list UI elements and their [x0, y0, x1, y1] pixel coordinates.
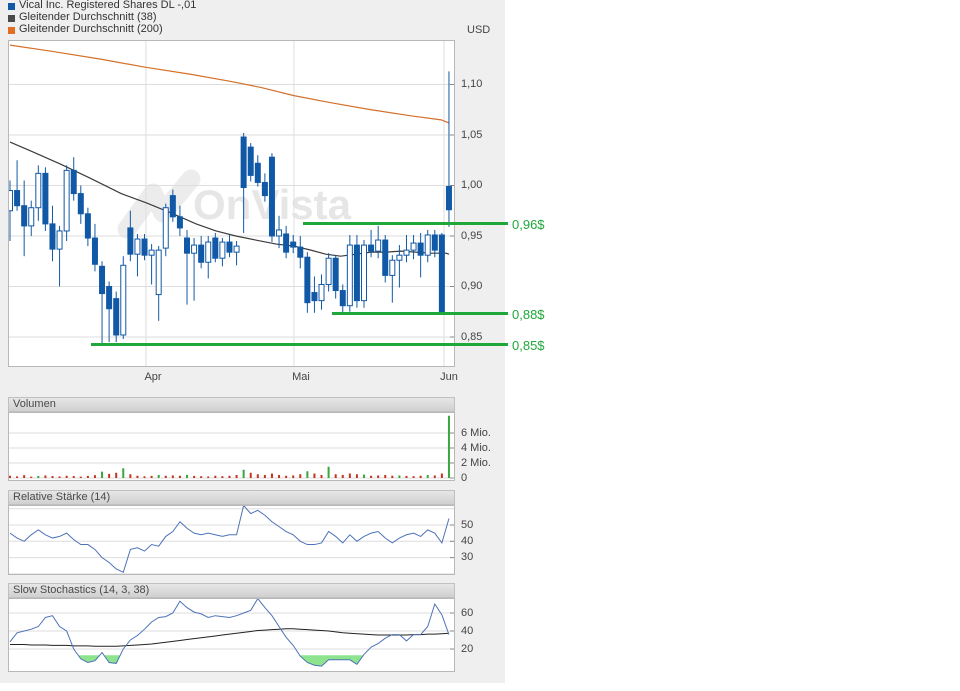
rsi-chart[interactable]	[8, 505, 455, 575]
legend-item-label: Gleitender Durchschnitt (38)	[19, 11, 157, 23]
month-label-jun: Jun	[440, 371, 458, 383]
rsi-panel-title: Relative Stärke (14)	[13, 491, 111, 503]
instrument-swatch-icon	[8, 3, 15, 10]
stochastics-chart[interactable]	[8, 598, 455, 672]
onvista-logo-watermark-icon	[117, 169, 201, 239]
volume-tick-label: 0	[461, 472, 468, 484]
volume-tick-label: 6 Mio.	[461, 427, 491, 439]
stochastics-tick-label: 40	[461, 625, 474, 637]
currency-label: USD	[467, 24, 491, 36]
price-annotation-label-088: 0,88$	[512, 307, 545, 322]
stochastics-tick-label: 60	[461, 607, 474, 619]
support-resistance-line	[331, 312, 508, 316]
volume-panel-title: Volumen	[13, 398, 56, 410]
price-tick-label: 0,85	[461, 331, 483, 343]
price-chart-canvas	[9, 41, 454, 366]
volume-tick-label: 4 Mio.	[461, 442, 491, 454]
price-tick-label: 1,10	[461, 78, 483, 90]
ma200-swatch-icon	[8, 27, 15, 34]
stochastics-panel-header: Slow Stochastics (14, 3, 38)	[8, 583, 455, 598]
volume-panel-header: Volumen	[8, 397, 455, 412]
ma38-swatch-icon	[8, 15, 15, 22]
price-tick-label: 1,05	[461, 129, 483, 141]
rsi-panel-header: Relative Stärke (14)	[8, 490, 455, 505]
rsi-tick-label: 40	[461, 535, 474, 547]
legend-item-label: Gleitender Durchschnitt (200)	[19, 23, 163, 35]
price-annotation-label-085: 0,85$	[512, 338, 545, 353]
legend-item-label: Vical Inc. Registered Shares DL -,01	[19, 0, 197, 11]
month-label-mai: Mai	[292, 371, 310, 383]
rsi-tick-label: 30	[461, 551, 474, 563]
support-resistance-line	[90, 342, 508, 346]
volume-tick-label: 2 Mio.	[461, 457, 491, 469]
price-tick-label: 1,00	[461, 179, 483, 191]
price-tick-label: 0,90	[461, 280, 483, 292]
stochastics-tick-label: 20	[461, 643, 474, 655]
price-annotation-label-096: 0,96$	[512, 217, 545, 232]
price-chart[interactable]: OnVista	[8, 40, 455, 367]
month-label-apr: Apr	[144, 371, 162, 383]
stochastics-panel-title: Slow Stochastics (14, 3, 38)	[13, 584, 150, 596]
price-tick-label: 0,95	[461, 230, 483, 242]
volume-chart-canvas	[9, 415, 454, 479]
rsi-chart-canvas	[9, 506, 454, 574]
stochastics-chart-canvas	[9, 599, 454, 667]
volume-chart[interactable]	[8, 412, 455, 481]
support-resistance-line	[303, 222, 508, 226]
rsi-tick-label: 50	[461, 519, 474, 531]
